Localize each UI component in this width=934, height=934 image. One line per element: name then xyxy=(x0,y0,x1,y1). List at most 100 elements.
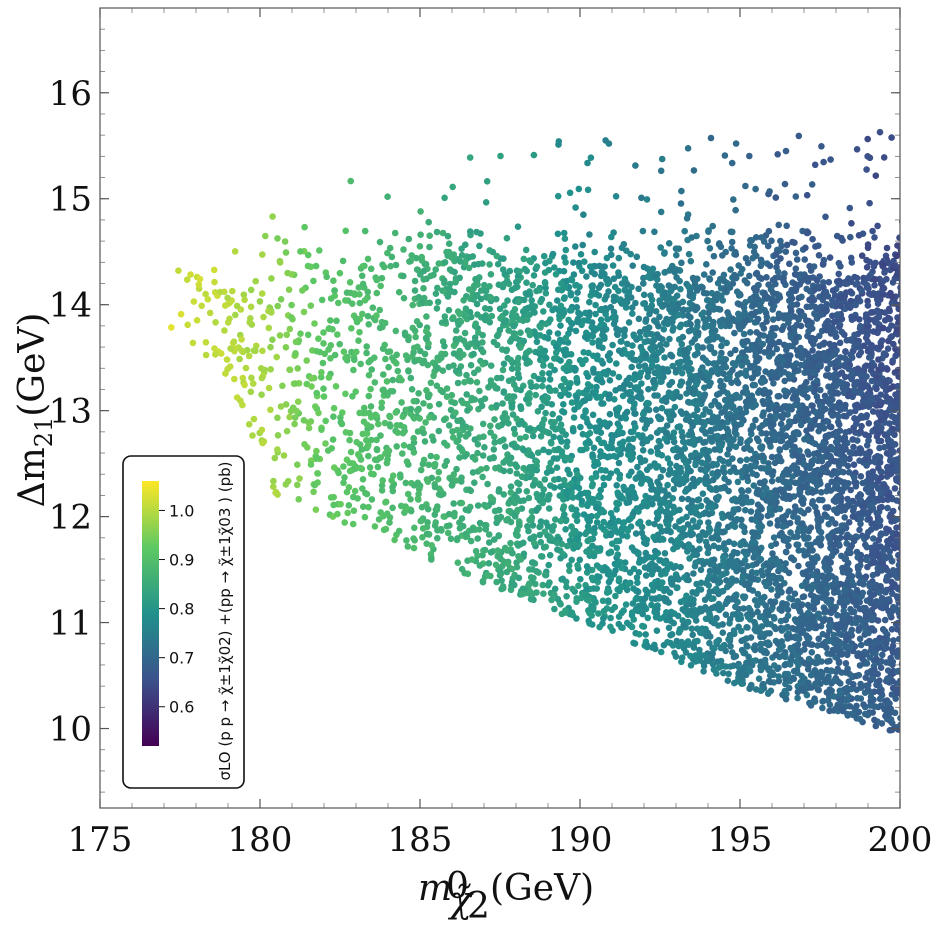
scatter-point xyxy=(312,262,320,270)
scatter-point xyxy=(322,440,329,447)
scatter-point xyxy=(566,567,573,575)
scatter-point xyxy=(838,650,845,658)
scatter-point xyxy=(448,391,456,399)
scatter-point xyxy=(297,248,304,255)
scatter-point xyxy=(600,481,608,489)
scatter-point xyxy=(491,416,498,423)
scatter-point xyxy=(245,352,253,360)
scatter-point xyxy=(738,487,745,494)
scatter-point xyxy=(622,415,630,422)
scatter-point xyxy=(768,453,776,461)
scatter-point xyxy=(697,566,705,574)
scatter-point xyxy=(734,371,742,379)
scatter-point xyxy=(551,585,559,593)
scatter-point xyxy=(877,664,885,671)
scatter-point xyxy=(428,542,436,549)
scatter-point xyxy=(638,194,645,202)
scatter-point xyxy=(902,591,909,598)
scatter-point xyxy=(232,311,239,319)
scatter-point xyxy=(387,262,394,270)
scatter-point xyxy=(691,506,699,513)
scatter-point xyxy=(846,455,853,463)
scatter-point xyxy=(386,244,394,252)
scatter-point xyxy=(670,503,677,511)
scatter-point xyxy=(742,385,750,392)
scatter-point xyxy=(678,654,686,661)
scatter-point xyxy=(363,490,371,498)
scatter-point xyxy=(175,267,182,275)
scatter-point xyxy=(902,549,909,556)
scatter-point xyxy=(896,234,900,241)
scatter-point xyxy=(274,414,281,422)
scatter-point xyxy=(819,496,826,504)
scatter-point xyxy=(432,290,440,298)
scatter-point xyxy=(888,413,896,420)
scatter-point xyxy=(754,369,761,377)
scatter-point xyxy=(661,250,668,257)
scatter-point xyxy=(360,404,368,412)
scatter-point xyxy=(744,624,751,631)
scatter-point xyxy=(495,488,503,495)
scatter-point xyxy=(540,590,547,597)
scatter-point xyxy=(818,489,825,496)
scatter-point xyxy=(747,508,755,515)
scatter-point xyxy=(609,262,617,269)
scatter-point xyxy=(507,518,515,526)
scatter-point xyxy=(743,473,751,481)
scatter-point xyxy=(656,313,663,321)
scatter-point xyxy=(748,310,755,318)
scatter-point xyxy=(473,379,481,386)
scatter-point xyxy=(532,391,539,399)
scatter-point xyxy=(383,378,391,385)
scatter-point xyxy=(337,500,344,508)
scatter-point xyxy=(669,642,677,649)
scatter-point xyxy=(794,641,802,648)
scatter-point xyxy=(392,409,400,416)
scatter-point xyxy=(711,446,719,453)
scatter-point xyxy=(897,263,900,271)
scatter-point xyxy=(504,394,511,402)
scatter-point xyxy=(420,285,427,292)
scatter-point xyxy=(331,292,339,300)
scatter-point xyxy=(557,382,565,390)
scatter-point xyxy=(809,489,816,496)
scatter-point xyxy=(641,595,649,602)
scatter-point xyxy=(479,473,486,481)
scatter-point xyxy=(840,412,848,420)
scatter-point xyxy=(529,566,536,573)
scatter-point xyxy=(676,393,684,401)
scatter-point xyxy=(727,350,734,358)
scatter-point xyxy=(661,435,669,442)
scatter-point xyxy=(611,396,618,403)
scatter-point xyxy=(295,496,303,503)
scatter-point xyxy=(690,167,698,174)
scatter-point xyxy=(625,472,633,479)
scatter-point xyxy=(648,601,655,609)
scatter-point xyxy=(572,527,579,535)
scatter-point xyxy=(592,473,600,480)
scatter-point xyxy=(729,366,736,374)
scatter-point xyxy=(562,517,570,525)
scatter-point xyxy=(470,350,477,358)
scatter-point xyxy=(657,473,664,481)
scatter-point xyxy=(487,549,495,556)
scatter-point xyxy=(766,262,774,270)
scatter-point xyxy=(664,455,672,462)
scatter-point xyxy=(863,660,871,667)
scatter-point xyxy=(660,326,668,333)
scatter-point xyxy=(377,282,385,290)
scatter-point xyxy=(883,244,891,252)
scatter-point xyxy=(675,245,683,252)
scatter-point xyxy=(433,382,441,390)
scatter-point xyxy=(291,414,299,421)
scatter-point xyxy=(639,610,646,618)
scatter-point xyxy=(819,697,827,705)
scatter-point xyxy=(881,616,889,624)
scatter-point xyxy=(583,273,590,280)
scatter-point xyxy=(707,379,714,387)
scatter-point xyxy=(901,247,908,254)
scatter-point xyxy=(409,301,417,309)
scatter-point xyxy=(808,181,816,188)
scatter-point xyxy=(902,653,909,660)
scatter-point xyxy=(615,347,623,355)
